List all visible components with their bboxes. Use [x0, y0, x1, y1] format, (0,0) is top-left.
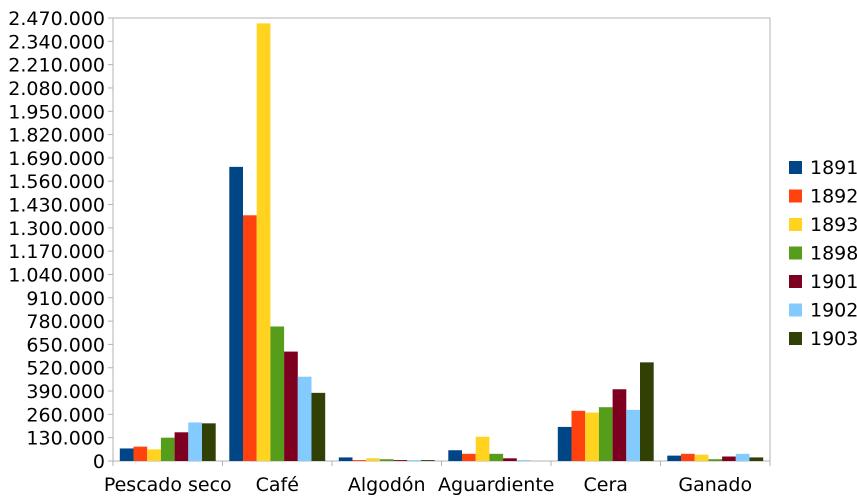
bar-1901 — [722, 456, 736, 461]
y-tick-label: 1.170.000 — [8, 241, 105, 263]
y-tick-label: 1.430.000 — [8, 195, 105, 217]
y-tick-label: 0 — [93, 451, 105, 473]
plot-area — [112, 17, 771, 462]
bar-1898 — [270, 326, 285, 461]
bar-1891 — [338, 457, 353, 461]
legend-label: 1901 — [810, 271, 857, 293]
bar-1898 — [598, 407, 613, 461]
bar-1891 — [119, 448, 134, 461]
y-tick-label: 910.000 — [26, 288, 105, 310]
bar-1903 — [311, 392, 326, 461]
y-tick-label: 2.080.000 — [8, 78, 105, 100]
y-tick-label: 2.210.000 — [8, 55, 105, 77]
bars — [119, 23, 764, 462]
legend-swatch-1891 — [789, 161, 802, 174]
bar-1902 — [188, 422, 202, 461]
y-tick-label: 1.560.000 — [8, 171, 105, 193]
y-tick-label: 390.000 — [26, 381, 105, 403]
bar-1892 — [681, 453, 695, 461]
legend-swatch-1893 — [789, 218, 802, 231]
bar-1891 — [557, 426, 572, 461]
bar-1893 — [475, 436, 490, 461]
bar-1901 — [284, 351, 298, 461]
y-tick-label: 2.340.000 — [8, 31, 105, 53]
legend-label: 1902 — [810, 300, 857, 322]
bar-1898 — [489, 453, 504, 461]
bar-1898 — [379, 459, 394, 461]
y-tick-label: 2.470.000 — [8, 8, 105, 30]
bar-1893 — [147, 449, 161, 461]
bar-1893 — [585, 412, 599, 461]
bar-1901 — [503, 458, 517, 461]
category-label: Pescado seco — [104, 474, 232, 496]
category-label: Cera — [584, 474, 628, 496]
bar-1901 — [612, 389, 627, 461]
y-axis: 0130.000260.000390.000520.000650.000780.… — [8, 8, 113, 473]
bar-1893 — [366, 458, 380, 461]
bar-1892 — [133, 446, 148, 461]
legend-label: 1893 — [810, 214, 857, 236]
bar-1898 — [160, 437, 175, 461]
legend: 1891 1892 1893 1898 1901 1902 1903 — [789, 157, 857, 350]
bar-1898 — [708, 459, 723, 461]
x-axis: Pescado seco Café Algodón Aguardiente Cera Ga… — [104, 461, 771, 496]
bar-1901 — [393, 460, 408, 461]
bar-1893 — [256, 23, 271, 462]
category-label: Café — [256, 474, 299, 496]
bar-1902 — [297, 376, 312, 461]
legend-label: 1892 — [810, 186, 857, 208]
bar-1902 — [735, 453, 750, 461]
bar-1903 — [202, 423, 216, 461]
bar-1892 — [462, 453, 476, 461]
bar-1902 — [407, 460, 421, 461]
y-tick-label: 1.300.000 — [8, 218, 105, 240]
bar-1903 — [421, 460, 435, 461]
y-tick-label: 1.950.000 — [8, 101, 105, 123]
bar-1903 — [749, 457, 764, 461]
y-tick-label: 780.000 — [26, 311, 105, 333]
category-label: Ganado — [678, 474, 752, 496]
bar-1903 — [640, 362, 654, 461]
bar-1891 — [667, 455, 681, 461]
y-tick-label: 260.000 — [26, 404, 105, 426]
legend-label: 1891 — [810, 157, 857, 179]
bar-1902 — [516, 460, 531, 461]
bar-1891 — [229, 166, 243, 461]
bar-1892 — [352, 460, 367, 461]
plot-frame — [112, 17, 771, 462]
y-tick-label: 1.040.000 — [8, 264, 105, 286]
bar-1891 — [448, 450, 462, 461]
legend-swatch-1902 — [789, 303, 802, 317]
legend-swatch-1903 — [789, 332, 802, 345]
y-tick-label: 1.820.000 — [8, 125, 105, 147]
bar-1893 — [694, 454, 709, 461]
bar-1892 — [243, 215, 257, 461]
legend-swatch-1892 — [789, 189, 802, 203]
y-tick-label: 520.000 — [26, 358, 105, 380]
y-tick-label: 650.000 — [26, 334, 105, 356]
bar-1901 — [174, 432, 189, 461]
category-label: Aguardiente — [438, 474, 554, 496]
legend-swatch-1898 — [789, 246, 802, 260]
bar-1902 — [626, 409, 640, 461]
category-label: Algodón — [348, 474, 426, 496]
y-tick-label: 130.000 — [26, 428, 105, 450]
y-tick-label: 1.690.000 — [8, 148, 105, 170]
bar-1892 — [571, 410, 586, 461]
legend-label: 1903 — [810, 328, 857, 350]
legend-swatch-1901 — [789, 275, 802, 288]
legend-label: 1898 — [810, 243, 857, 265]
